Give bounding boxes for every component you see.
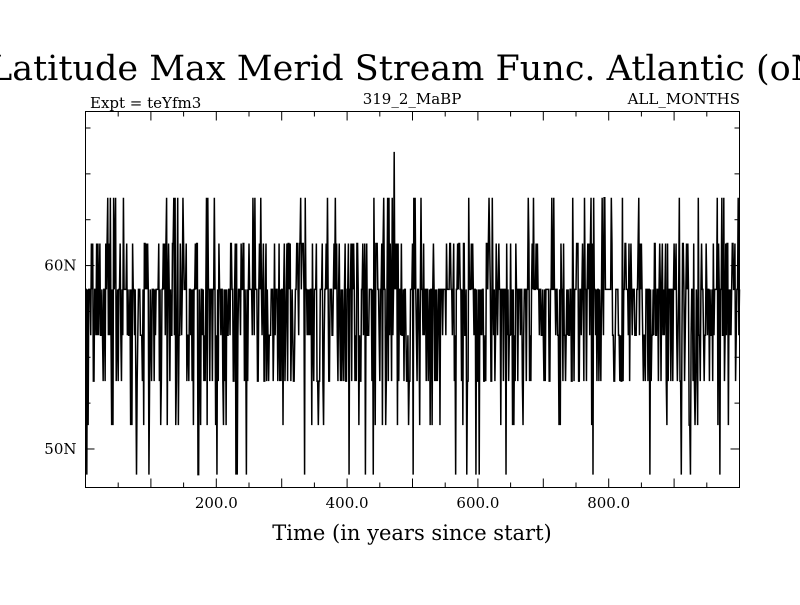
chart-title: Latitude Max Merid Stream Func. Atlantic… [0,49,800,89]
tick-labels: 200.0 400.0 600.0 800.0 50N 60N [44,257,630,512]
y-tick-label: 60N [44,257,76,275]
x-axis-label: Time (in years since start) [272,521,551,545]
series-group [85,151,741,476]
period-label: ALL_MONTHS [627,90,740,108]
experiment-label: Expt = teYfm3 [90,94,201,112]
x-tick-label: 800.0 [587,494,630,512]
plot-area: 200.0 400.0 600.0 800.0 50N 60N [44,111,741,512]
x-tick-label: 400.0 [326,494,369,512]
x-tick-label: 600.0 [456,494,499,512]
series-line [85,151,741,476]
run-label: 319_2_MaBP [363,90,462,108]
x-tick-label: 200.0 [195,494,238,512]
y-tick-label: 50N [44,440,76,458]
